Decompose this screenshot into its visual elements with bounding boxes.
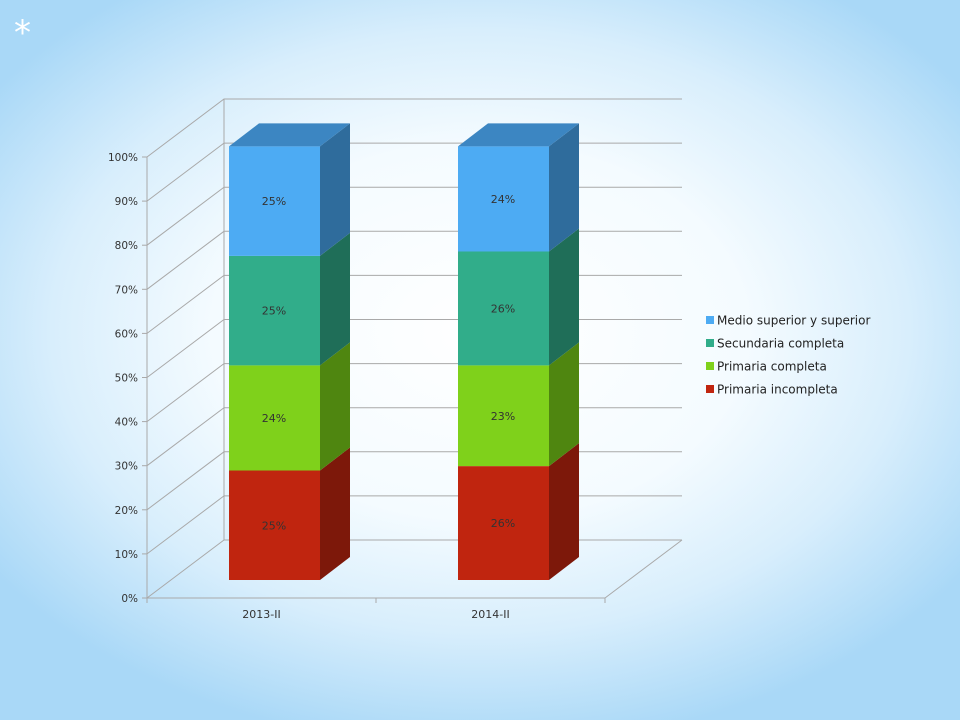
bar-side-0-0 (320, 447, 350, 580)
data-label-3-1: 24% (491, 193, 515, 206)
y-tick-label: 90% (115, 196, 138, 208)
legend-swatch-1 (706, 362, 714, 370)
legend-label-2: Secundaria completa (717, 337, 844, 351)
y-tick-label: 40% (115, 417, 138, 429)
bar-segment-3-1 (458, 146, 549, 252)
y-tick-label: 60% (115, 328, 138, 340)
data-label-3-0: 25% (262, 195, 286, 208)
bar-side-3-1 (549, 123, 579, 252)
legend-label-0: Primaria incompleta (717, 383, 838, 397)
bar-side-1-0 (320, 342, 350, 471)
stacked-3d-bar-chart: 0% 10% 20% 30% 40% 50% 60% 70% 80% 90% 100% 2013-I… (108, 98, 870, 621)
y-tick-label: 70% (115, 284, 138, 296)
gridline (146, 451, 682, 511)
legend-swatch-2 (706, 339, 714, 347)
bar-side-2-1 (549, 228, 579, 366)
slide-star-glyph: * (14, 13, 31, 53)
legend: Medio superior y superior Secundaria comp… (706, 314, 870, 397)
data-label-1-1: 23% (491, 410, 515, 423)
floor-right-edge (604, 539, 683, 599)
y-tick-label: 30% (115, 461, 138, 473)
bar-segment-2-1 (458, 251, 549, 366)
gridline (146, 230, 682, 290)
bar-segment-3-0 (229, 146, 320, 256)
x-tick-label: 2014-II (471, 608, 509, 621)
gridline (146, 407, 682, 467)
bar-side-3-0 (320, 123, 350, 256)
gridline (146, 142, 682, 202)
gridline (146, 363, 682, 422)
bars (229, 123, 579, 580)
gridline (146, 495, 682, 555)
bar-top-1 (458, 123, 579, 147)
y-tick-label: 50% (115, 373, 138, 385)
legend-label-1: Primaria completa (717, 360, 827, 374)
data-label-0-0: 25% (262, 519, 286, 532)
bar-segment-1-1 (458, 365, 549, 467)
data-label-0-1: 26% (491, 517, 515, 530)
gridline (146, 186, 682, 246)
chart-walls (146, 99, 683, 599)
floor-back-edge (146, 539, 682, 599)
y-tick-label: 0% (121, 593, 138, 605)
gridline (146, 98, 682, 158)
gridline (146, 319, 682, 378)
y-tick-label: 100% (108, 152, 138, 164)
data-labels: 25% 24% 25% 25% 26% 23% 26% 24% (262, 193, 515, 532)
data-label-2-0: 25% (262, 305, 286, 318)
y-tick-label: 20% (115, 505, 138, 517)
legend-label-3: Medio superior y superior (717, 314, 870, 328)
x-tick-label: 2013-II (242, 608, 280, 621)
legend-swatch-3 (706, 316, 714, 324)
data-label-1-0: 24% (262, 412, 286, 425)
bar-top-0 (229, 123, 350, 147)
bar-side-2-0 (320, 232, 350, 366)
y-tick-label: 80% (115, 240, 138, 252)
gridlines (142, 98, 682, 599)
y-axis-tick-labels: 0% 10% 20% 30% 40% 50% 60% 70% 80% 90% 100% (108, 152, 138, 605)
x-axis: 2013-II 2014-II (146, 598, 606, 621)
data-label-2-1: 26% (491, 302, 515, 315)
y-tick-label: 10% (115, 549, 138, 561)
bar-side-0-1 (549, 443, 579, 580)
bar-segment-0-1 (458, 466, 549, 580)
bar-segment-2-0 (229, 255, 320, 366)
legend-swatch-0 (706, 385, 714, 393)
bar-segment-0-0 (229, 470, 320, 580)
gridline (146, 274, 682, 334)
bar-segment-1-0 (229, 365, 320, 471)
bar-side-1-1 (549, 342, 579, 467)
